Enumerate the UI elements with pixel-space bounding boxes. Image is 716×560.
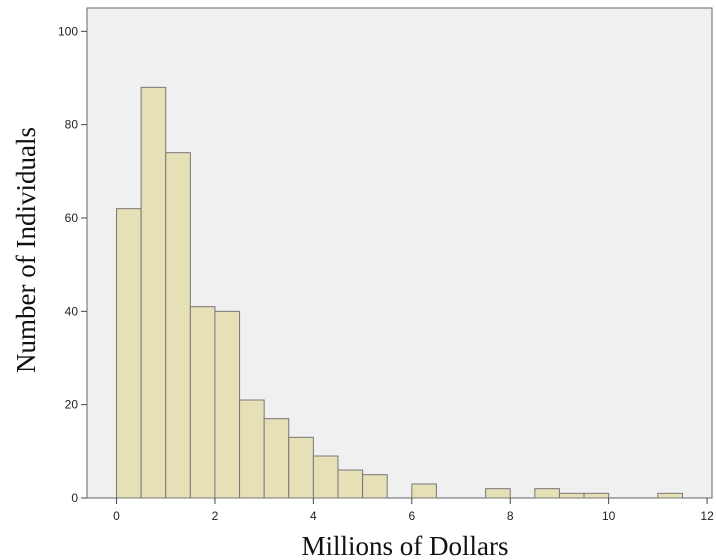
histogram-bar bbox=[657, 492, 683, 499]
x-axis: 0 2 4 6 8 10 12 bbox=[113, 498, 714, 523]
y-axis-title: Number of Individuals bbox=[11, 127, 41, 373]
x-tick-label: 8 bbox=[507, 509, 514, 523]
x-tick-label: 0 bbox=[113, 509, 120, 523]
histogram-bar bbox=[312, 455, 339, 499]
histogram-bar bbox=[239, 399, 265, 499]
x-tick-label: 2 bbox=[212, 509, 219, 523]
histogram-bar bbox=[485, 488, 511, 499]
y-axis: 0 20 40 60 80 100 bbox=[58, 24, 87, 505]
histogram-bar bbox=[140, 86, 167, 499]
bars-group bbox=[116, 86, 683, 499]
histogram-bar bbox=[189, 306, 216, 499]
y-tick-label: 100 bbox=[58, 24, 78, 38]
y-tick-label: 60 bbox=[65, 211, 79, 225]
histogram-bar bbox=[263, 418, 290, 499]
x-tick-label: 6 bbox=[408, 509, 415, 523]
x-tick-label: 12 bbox=[700, 509, 714, 523]
histogram-bar bbox=[165, 152, 191, 499]
histogram-bar bbox=[362, 474, 388, 499]
histogram-bar bbox=[411, 483, 437, 499]
histogram-bar bbox=[288, 436, 314, 499]
y-tick-label: 80 bbox=[65, 118, 79, 132]
histogram-bar bbox=[214, 310, 241, 499]
histogram-bar bbox=[116, 208, 142, 499]
y-tick-label: 0 bbox=[71, 491, 78, 505]
histogram-bar bbox=[558, 492, 585, 499]
y-tick-label: 20 bbox=[65, 398, 79, 412]
histogram-bar bbox=[337, 469, 364, 499]
x-tick-label: 4 bbox=[310, 509, 317, 523]
histogram-bar bbox=[583, 492, 610, 499]
y-tick-label: 40 bbox=[65, 304, 79, 318]
x-axis-title: Millions of Dollars bbox=[302, 531, 509, 560]
x-tick-label: 10 bbox=[602, 509, 616, 523]
histogram-bar bbox=[534, 488, 560, 499]
